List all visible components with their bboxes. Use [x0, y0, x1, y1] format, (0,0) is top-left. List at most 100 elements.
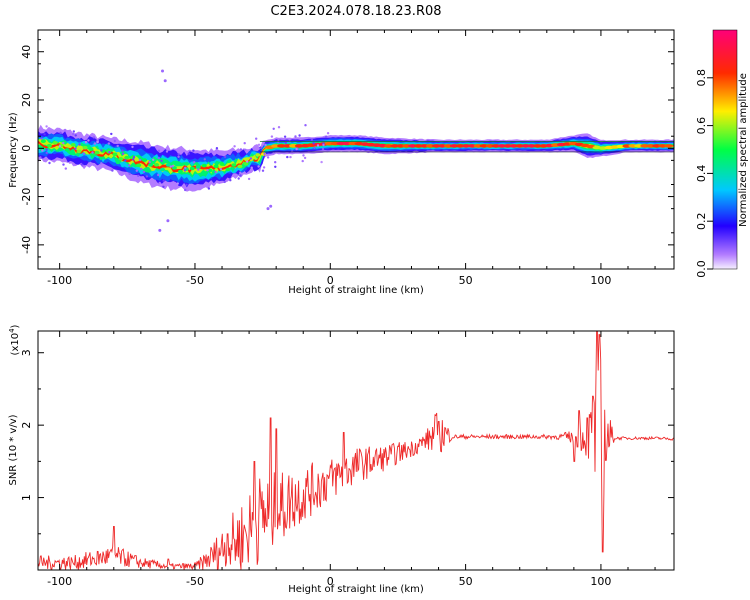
spectrogram-speck	[294, 135, 297, 138]
spectrogram-frame	[37, 29, 675, 270]
spectrogram-peak	[118, 157, 124, 161]
spectrogram-speck	[116, 144, 119, 148]
snr-scale-label: (x104)	[8, 324, 21, 355]
spectrogram-speck	[165, 150, 169, 153]
spectrogram-peak	[189, 166, 195, 171]
spectrogram-peak	[70, 143, 76, 147]
spectrogram-speck	[249, 157, 253, 160]
spectrogram-speck	[177, 155, 180, 158]
spectrogram-speck	[40, 137, 43, 140]
spectrogram-speck	[110, 132, 113, 136]
spectrogram-speck	[223, 155, 227, 159]
spectrogram-speck	[72, 130, 76, 133]
spectrogram-speck	[269, 204, 273, 208]
spectrogram-speck	[91, 151, 94, 154]
snr-scale-suffix: )	[10, 324, 21, 328]
spectrogram-speck	[261, 169, 265, 172]
spectrogram-speck	[121, 149, 124, 152]
spectrogram-speck	[277, 138, 280, 141]
spectrogram-speck	[320, 160, 323, 164]
spectrogram-speck	[121, 152, 125, 155]
spectrogram-speck	[145, 175, 149, 178]
spectrogram-speck	[62, 163, 65, 166]
spectrogram-speck	[233, 145, 236, 148]
spectrogram-speck	[80, 163, 83, 166]
spectrogram-peak	[154, 163, 159, 167]
spectrogram-speck	[313, 146, 316, 149]
spectrogram-speck	[203, 158, 206, 161]
spectrogram-speck	[326, 132, 330, 135]
spectrogram-speck	[162, 185, 165, 188]
spectrogram-speck	[132, 155, 136, 159]
spectrogram-speck	[321, 147, 325, 151]
spectrogram-peak	[148, 163, 154, 167]
spectrogram-speck	[286, 155, 289, 159]
snr-x-tick-label: 100	[590, 575, 611, 588]
spectrogram-peak	[112, 152, 118, 157]
spectrogram-peak	[82, 145, 88, 150]
spectrogram-speck	[219, 168, 223, 171]
spectrogram-speck	[325, 135, 328, 138]
spectrogram-speck	[111, 169, 114, 172]
spectrogram-speck	[100, 149, 103, 152]
spectrogram-speck	[184, 166, 187, 169]
spectrogram-speck	[239, 171, 242, 174]
spectrogram-speck	[43, 133, 46, 136]
spectrogram-peak	[76, 149, 82, 154]
spectrogram-speck	[197, 168, 200, 171]
colorbar-label: Normalized spectral amplitude	[738, 73, 749, 227]
colorbar-ticks: 0.0 0.2 0.4 0.6 0.8	[695, 69, 713, 278]
spectrogram-peak	[207, 168, 213, 173]
colorbar-tick-label: 0.4	[695, 165, 708, 183]
spectrogram-speck	[247, 177, 251, 181]
spectrogram-speck	[68, 161, 72, 164]
spectrogram-speck	[304, 124, 307, 127]
spectrogram-peak	[231, 163, 237, 167]
spectrogram-speck	[74, 134, 77, 137]
colorbar-frame	[712, 29, 738, 270]
spectrogram-speck	[158, 228, 162, 232]
spectrogram-peak	[46, 143, 52, 148]
snr-x-ticks: -100 -50 0 50 100	[47, 331, 656, 588]
spectrogram-speck	[257, 143, 261, 146]
spectrogram-speck	[229, 179, 232, 182]
spectrogram-speck	[264, 143, 267, 147]
spectrogram-peak	[64, 148, 70, 152]
spectrogram-x-tick-label: -100	[47, 274, 72, 287]
spectrogram-speck	[266, 156, 270, 159]
spectrogram-marks	[38, 69, 674, 232]
colorbar-tick-label: 0.6	[695, 117, 708, 135]
spectrogram-speck	[303, 156, 307, 160]
spectrogram-speck	[124, 159, 127, 162]
spectrogram-speck	[237, 177, 240, 180]
spectrogram-speck	[184, 188, 187, 192]
spectrogram-speck	[274, 161, 277, 164]
spectrogram-peak	[243, 162, 249, 166]
spectrogram-y-tick-label: 20	[20, 93, 33, 107]
spectrogram-x-tick-label: 0	[327, 274, 334, 287]
spectrogram-speck	[138, 158, 142, 162]
spectrogram-speck	[312, 142, 315, 145]
spectrogram-peak	[213, 164, 219, 169]
spectrogram-speck	[301, 159, 304, 163]
snr-y-ticks: 1 2 3	[20, 349, 674, 535]
spectrogram-speck	[223, 180, 226, 184]
colorbar-gradient	[713, 30, 737, 269]
spectrogram-speck	[259, 146, 262, 149]
spectrogram-peak	[160, 167, 165, 172]
spectrogram-peak	[195, 165, 201, 169]
spectrogram-speck	[63, 128, 67, 132]
spectrogram-speck	[284, 141, 287, 144]
spectrogram-speck	[162, 179, 165, 182]
spectrogram-speck	[214, 170, 217, 174]
spectrogram-y-tick-label: 0	[20, 145, 33, 152]
colorbar-tick-label: 0.2	[695, 212, 708, 230]
spectrogram-speck	[41, 149, 44, 152]
spectrogram-speck	[244, 148, 247, 151]
snr-y-tick-label: 2	[20, 422, 33, 429]
spectrogram-y-ticks: -40 -20 0 20 40	[20, 39, 674, 258]
spectrogram-speck	[48, 161, 51, 165]
spectrogram-peak	[94, 150, 100, 155]
spectrogram-speck	[135, 169, 138, 172]
